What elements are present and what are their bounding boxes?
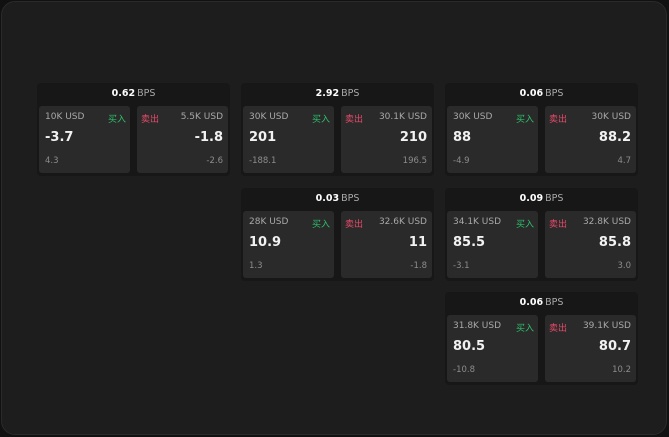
sell-label: 卖出 bbox=[141, 115, 160, 125]
sell-quantity: 30K USD bbox=[591, 112, 631, 122]
sell-sub-value: 196.5 bbox=[402, 156, 427, 166]
sell-sub-value: -1.8 bbox=[410, 261, 427, 271]
quote-card: 0.09 BPS 34.1K USD 买入 85.5 -3.1 卖出 32.8K … bbox=[445, 188, 638, 281]
buy-quantity: 34.1K USD bbox=[453, 217, 502, 227]
spread-unit: BPS bbox=[545, 193, 564, 204]
sell-price: 85.8 bbox=[598, 235, 631, 250]
spread-header: 2.92 BPS bbox=[241, 83, 434, 105]
spread-unit: BPS bbox=[341, 193, 360, 204]
quote-card: 0.06 BPS 30K USD 买入 88 -4.9 卖出 30K USD 88… bbox=[445, 83, 638, 176]
spread-value: 0.06 bbox=[519, 297, 544, 308]
sell-price: 88.2 bbox=[598, 130, 631, 145]
sell-sub-value: 3.0 bbox=[617, 261, 631, 271]
spread-header: 0.62 BPS bbox=[37, 83, 230, 105]
sell-box[interactable]: 卖出 30.1K USD 210 196.5 bbox=[341, 106, 432, 173]
spread-value: 0.06 bbox=[519, 88, 544, 99]
buy-price: 85.5 bbox=[453, 235, 486, 250]
buy-quantity: 30K USD bbox=[249, 112, 289, 122]
quote-card: 2.92 BPS 30K USD 买入 201 -188.1 卖出 30.1K U… bbox=[241, 83, 434, 176]
buy-sub-value: -188.1 bbox=[249, 156, 277, 166]
sell-price: 210 bbox=[399, 130, 427, 145]
buy-label: 买入 bbox=[515, 220, 534, 230]
sell-label: 卖出 bbox=[345, 115, 364, 125]
sell-price: 80.7 bbox=[598, 339, 631, 354]
sell-quantity: 39.1K USD bbox=[582, 321, 631, 331]
buy-quantity: 10K USD bbox=[45, 112, 85, 122]
sell-box[interactable]: 卖出 5.5K USD -1.8 -2.6 bbox=[137, 106, 228, 173]
buy-price: -3.7 bbox=[45, 130, 74, 145]
buy-box[interactable]: 28K USD 买入 10.9 1.3 bbox=[243, 211, 334, 278]
buy-box[interactable]: 30K USD 买入 201 -188.1 bbox=[243, 106, 334, 173]
buy-sub-value: 4.3 bbox=[45, 156, 59, 166]
sell-quantity: 32.6K USD bbox=[378, 217, 427, 227]
sell-box[interactable]: 卖出 32.8K USD 85.8 3.0 bbox=[545, 211, 636, 278]
buy-price: 201 bbox=[249, 130, 277, 145]
spread-unit: BPS bbox=[137, 88, 156, 99]
sell-box[interactable]: 卖出 30K USD 88.2 4.7 bbox=[545, 106, 636, 173]
buy-price: 88 bbox=[453, 130, 472, 145]
buy-sub-value: -4.9 bbox=[453, 156, 470, 166]
spread-unit: BPS bbox=[545, 297, 564, 308]
spread-header: 0.06 BPS bbox=[445, 292, 638, 314]
spread-value: 0.09 bbox=[519, 193, 544, 204]
spread-header: 0.09 BPS bbox=[445, 188, 638, 210]
buy-box[interactable]: 10K USD 买入 -3.7 4.3 bbox=[39, 106, 130, 173]
sell-label: 卖出 bbox=[549, 324, 568, 334]
buy-label: 买入 bbox=[515, 324, 534, 334]
buy-sub-value: -10.8 bbox=[453, 365, 475, 375]
quote-card: 0.62 BPS 10K USD 买入 -3.7 4.3 卖出 5.5K USD … bbox=[37, 83, 230, 176]
buy-quantity: 30K USD bbox=[453, 112, 493, 122]
buy-label: 买入 bbox=[107, 115, 126, 125]
sell-box[interactable]: 卖出 32.6K USD 11 -1.8 bbox=[341, 211, 432, 278]
buy-sub-value: 1.3 bbox=[249, 261, 263, 271]
buy-sub-value: -3.1 bbox=[453, 261, 470, 271]
sell-price: 11 bbox=[408, 235, 427, 250]
buy-box[interactable]: 34.1K USD 买入 85.5 -3.1 bbox=[447, 211, 538, 278]
sell-sub-value: -2.6 bbox=[206, 156, 223, 166]
buy-quantity: 28K USD bbox=[249, 217, 289, 227]
spread-value: 2.92 bbox=[315, 88, 340, 99]
spread-unit: BPS bbox=[545, 88, 564, 99]
buy-label: 买入 bbox=[515, 115, 534, 125]
sell-price: -1.8 bbox=[194, 130, 223, 145]
buy-price: 80.5 bbox=[453, 339, 486, 354]
sell-quantity: 30.1K USD bbox=[378, 112, 427, 122]
sell-label: 卖出 bbox=[549, 115, 568, 125]
spread-unit: BPS bbox=[341, 88, 360, 99]
buy-quantity: 31.8K USD bbox=[453, 321, 502, 331]
sell-label: 卖出 bbox=[345, 220, 364, 230]
sell-quantity: 32.8K USD bbox=[582, 217, 631, 227]
quote-card: 0.03 BPS 28K USD 买入 10.9 1.3 卖出 32.6K USD… bbox=[241, 188, 434, 281]
buy-label: 买入 bbox=[311, 115, 330, 125]
quote-card: 0.06 BPS 31.8K USD 买入 80.5 -10.8 卖出 39.1K… bbox=[445, 292, 638, 385]
buy-price: 10.9 bbox=[249, 235, 282, 250]
sell-label: 卖出 bbox=[549, 220, 568, 230]
spread-value: 0.03 bbox=[315, 193, 340, 204]
buy-box[interactable]: 31.8K USD 买入 80.5 -10.8 bbox=[447, 315, 538, 382]
buy-box[interactable]: 30K USD 买入 88 -4.9 bbox=[447, 106, 538, 173]
spread-value: 0.62 bbox=[111, 88, 136, 99]
spread-header: 0.06 BPS bbox=[445, 83, 638, 105]
buy-label: 买入 bbox=[311, 220, 330, 230]
sell-quantity: 5.5K USD bbox=[180, 112, 223, 122]
sell-sub-value: 10.2 bbox=[612, 365, 631, 375]
sell-sub-value: 4.7 bbox=[617, 156, 631, 166]
spread-header: 0.03 BPS bbox=[241, 188, 434, 210]
sell-box[interactable]: 卖出 39.1K USD 80.7 10.2 bbox=[545, 315, 636, 382]
